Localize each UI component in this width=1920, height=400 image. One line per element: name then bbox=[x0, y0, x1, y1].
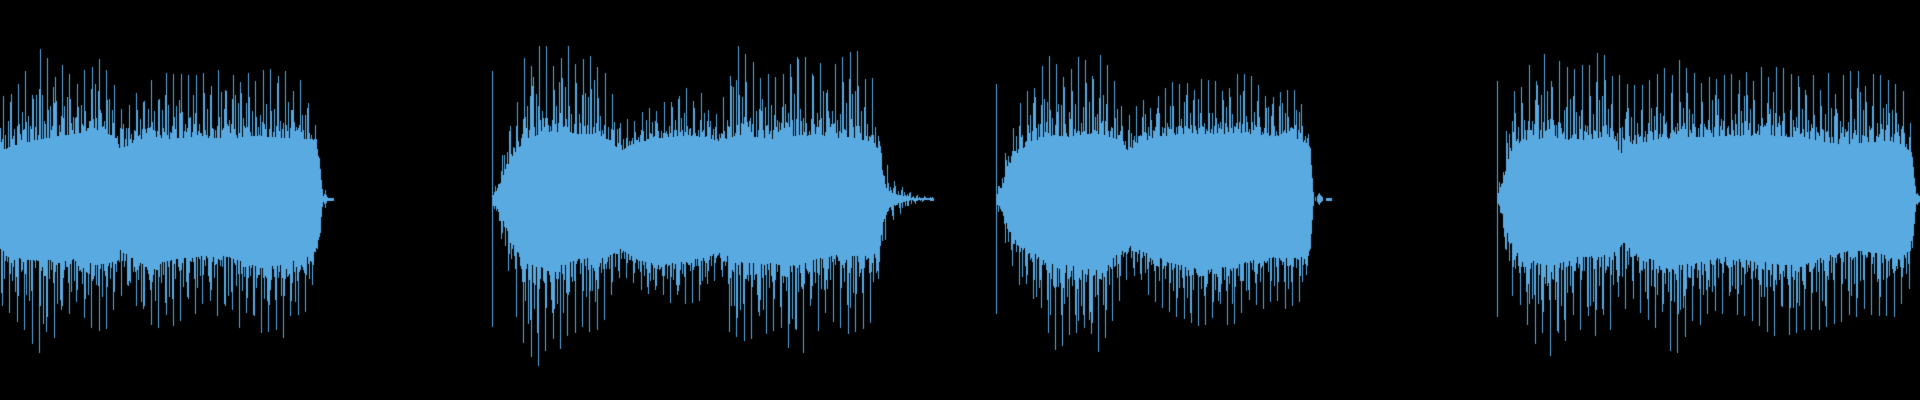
waveform-clip-4[interactable] bbox=[1495, 0, 1920, 400]
waveform-clip-2[interactable] bbox=[490, 0, 936, 400]
waveform-clip-3[interactable] bbox=[994, 0, 1334, 400]
waveform-clip-1[interactable] bbox=[0, 0, 336, 400]
